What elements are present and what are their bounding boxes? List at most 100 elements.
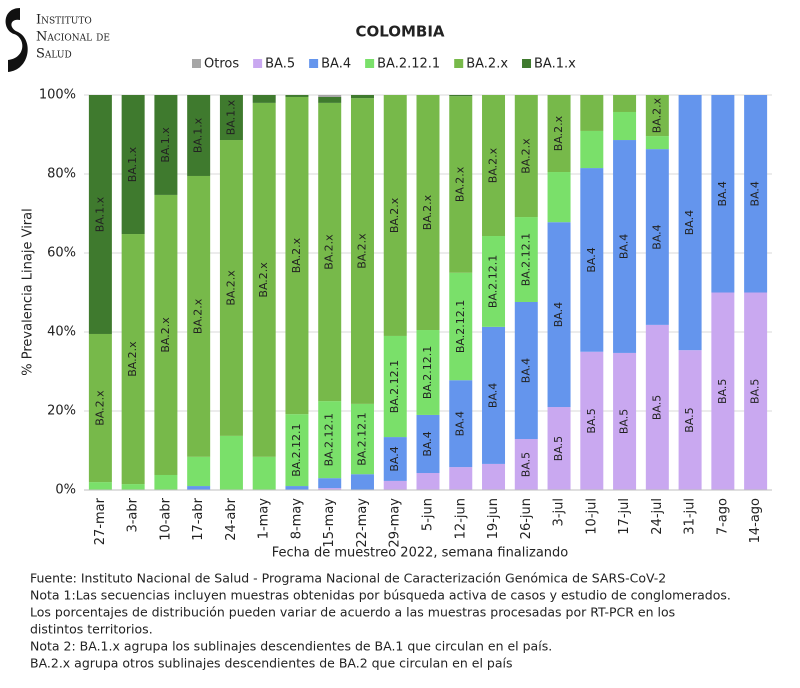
x-axis-title: Fecha de muestreo 2022, semana finalizan… (272, 546, 569, 561)
bar-segment (645, 95, 669, 137)
bar-segment (482, 236, 506, 327)
bar-segment (416, 473, 440, 490)
x-tick-label: 10-jul (584, 498, 599, 535)
bar-segment (383, 480, 407, 490)
x-tick-label: 31-jul (683, 498, 698, 535)
bar-segment (219, 95, 243, 141)
logo-text: Salud (36, 47, 72, 62)
bar-segment (613, 352, 637, 490)
segment-label: BA.5 (519, 452, 532, 477)
bar-segment (416, 95, 440, 331)
y-tick-label: 0% (55, 483, 76, 498)
segment-label: BA.5 (749, 379, 762, 404)
segment-label: BA.2.12.1 (519, 233, 532, 286)
note: Nota 1:Las secuencias incluyen muestras … (30, 588, 731, 603)
legend-swatch (522, 59, 532, 68)
y-tick-label: 100% (39, 88, 76, 103)
segment-label: BA.2.x (126, 341, 139, 377)
segment-label: BA.2.12.1 (290, 423, 303, 476)
segment-label: BA.2.x (650, 97, 663, 133)
bar-segment (219, 435, 243, 490)
legend-label: BA.1.x (534, 57, 576, 72)
segment-label: BA.2.12.1 (487, 255, 500, 308)
bar-segment (383, 95, 407, 336)
legend-label: BA.5 (265, 57, 295, 72)
bar-segment (350, 98, 374, 404)
bar-segment (121, 484, 145, 490)
segment-label: BA.4 (519, 358, 532, 383)
bar-segment (219, 140, 243, 436)
x-tick-label: 24-abr (224, 497, 239, 540)
segment-label: BA.5 (585, 408, 598, 433)
chart-title: COLOMBIA (355, 23, 444, 41)
segment-label: BA.4 (585, 247, 598, 272)
x-tick-label: 12-jun (453, 498, 468, 539)
segment-label: BA.2.x (257, 262, 270, 298)
x-tick-label: 17-abr (191, 497, 206, 540)
x-tick-label: 10-abr (158, 497, 173, 540)
x-tick-label: 17-jul (617, 498, 632, 535)
bar-segment (187, 456, 211, 487)
segment-label: BA.4 (618, 234, 631, 259)
bar-segment (449, 380, 473, 468)
bar-segment (449, 467, 473, 490)
y-axis-title: % Prevalencia Linaje Viral (21, 208, 36, 375)
bar-segment (350, 474, 374, 490)
segment-label: BA.5 (552, 436, 565, 461)
y-tick-label: 20% (47, 404, 76, 419)
logo-mark (5, 8, 28, 72)
bar-segment (613, 111, 637, 141)
segment-label: BA.1.x (93, 196, 106, 232)
bar-segment (744, 95, 768, 293)
bar-segment (121, 95, 145, 235)
y-tick-label: 60% (47, 246, 76, 261)
bar-segment (154, 474, 178, 490)
legend-swatch (365, 59, 375, 68)
segment-label: BA.4 (552, 302, 565, 327)
bar-segment (318, 478, 342, 489)
bar-segment (580, 95, 604, 131)
bar-segment (711, 292, 735, 490)
legend-label: Otros (204, 57, 239, 72)
bar-segment (482, 463, 506, 490)
note: distintos territorios. (30, 622, 153, 637)
bar-segment (613, 140, 637, 353)
segment-label: BA.1.x (159, 127, 172, 163)
segment-label: BA.4 (650, 224, 663, 249)
bar-segment (285, 414, 309, 487)
bar-segment (350, 403, 374, 475)
bar-segment (383, 335, 407, 438)
note: Nota 2: BA.1.x agrupa los sublinajes des… (30, 639, 552, 654)
segment-label: BA.2.12.1 (454, 300, 467, 353)
bar-segment (711, 95, 735, 293)
bar-segment (482, 326, 506, 464)
bar-segment (187, 175, 211, 457)
segment-label: BA.2.x (93, 390, 106, 426)
segment-label: BA.2.x (290, 237, 303, 273)
legend-swatch (454, 59, 464, 68)
x-tick-label: 22-may (355, 498, 370, 548)
bar-segment (285, 95, 309, 97)
segment-label: BA.2.12.1 (388, 360, 401, 413)
bar-segment (416, 330, 440, 415)
bar-segment (252, 102, 276, 457)
segment-label: BA.2.x (519, 138, 532, 174)
segment-label: BA.5 (683, 407, 696, 432)
segment-label: BA.2.x (323, 234, 336, 270)
segment-label: BA.2.x (159, 317, 172, 353)
bar-segment (318, 488, 342, 490)
bar-segment (416, 414, 440, 474)
x-tick-label: 3-jul (552, 498, 567, 526)
bar-segment (744, 292, 768, 490)
segment-label: BA.4 (388, 446, 401, 471)
x-tick-label: 19-jun (486, 498, 501, 539)
segment-label: BA.2.x (421, 194, 434, 230)
legend-swatch (253, 59, 263, 68)
x-tick-label: 29-may (388, 498, 403, 548)
bar-segment (645, 136, 669, 150)
bar-segment (514, 439, 538, 490)
bar-segment (514, 95, 538, 218)
segment-label: BA.4 (716, 181, 729, 206)
bar-segment (547, 222, 571, 408)
logo-text: Nacional de (36, 30, 110, 45)
